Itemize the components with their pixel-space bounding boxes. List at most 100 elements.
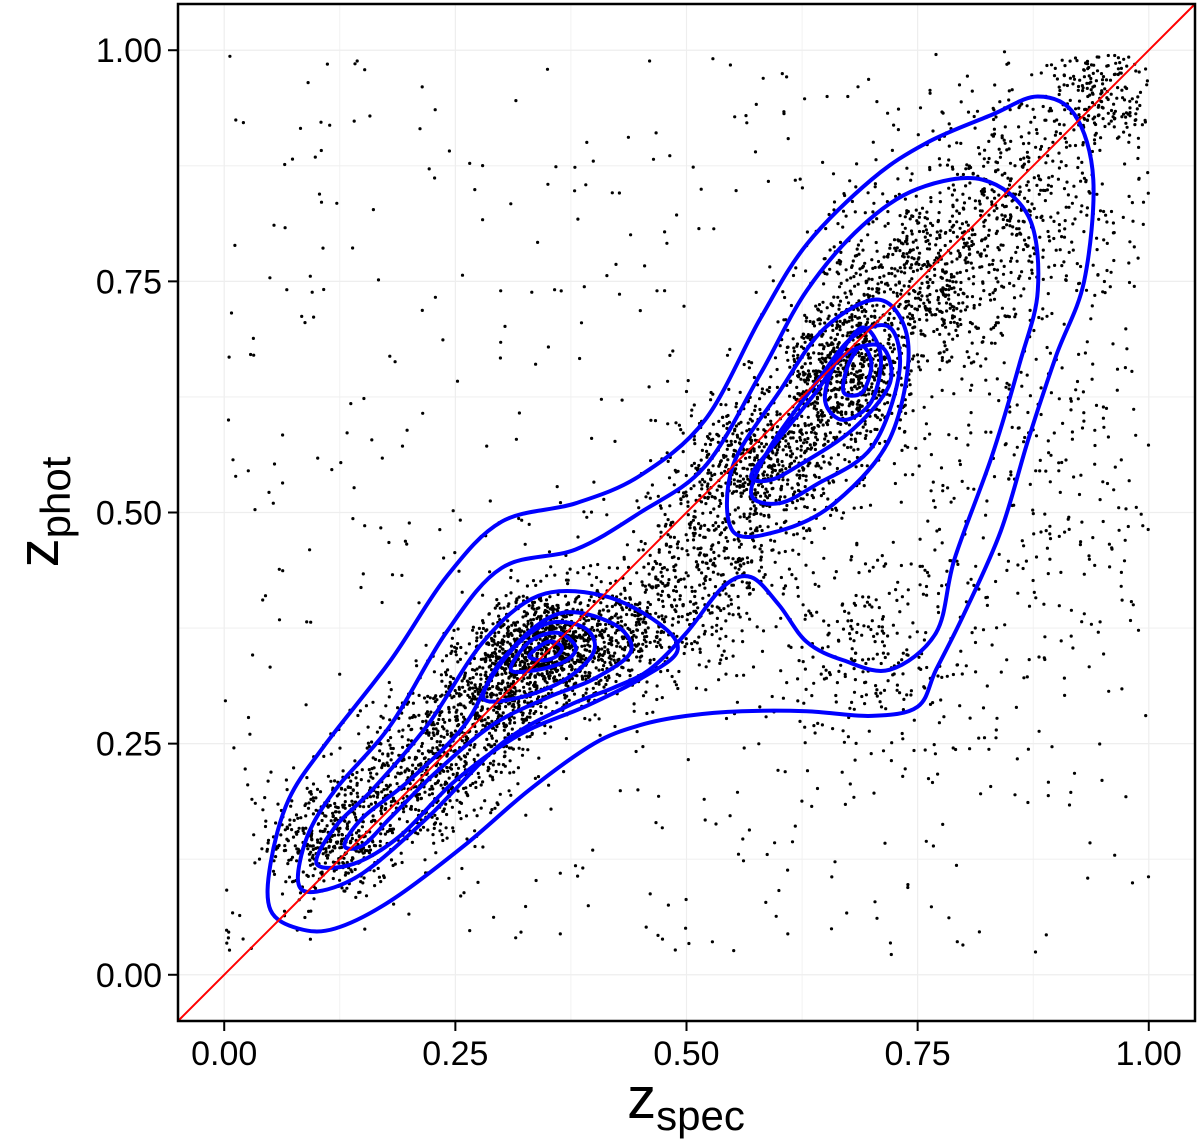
data-point — [718, 460, 723, 464]
data-point — [566, 645, 570, 650]
data-point — [993, 288, 997, 292]
data-point — [492, 708, 496, 712]
data-point — [579, 654, 583, 658]
data-point — [483, 724, 487, 728]
data-point — [582, 654, 586, 658]
data-point — [356, 713, 360, 718]
data-point — [440, 833, 444, 837]
data-point — [662, 566, 667, 570]
data-point — [388, 743, 392, 747]
data-point — [745, 611, 749, 615]
data-point — [533, 675, 537, 679]
data-point — [852, 506, 856, 510]
data-point — [848, 179, 852, 183]
data-point — [622, 557, 626, 561]
data-point — [631, 629, 635, 634]
data-point — [839, 410, 844, 414]
data-point — [431, 727, 436, 731]
data-point — [359, 778, 363, 782]
data-point — [420, 752, 424, 756]
data-point — [750, 361, 754, 365]
data-point — [762, 445, 766, 449]
data-point — [436, 721, 440, 726]
data-point — [742, 515, 746, 519]
data-point — [806, 353, 810, 357]
data-point — [760, 449, 764, 453]
data-point — [802, 441, 806, 445]
data-point — [686, 538, 690, 542]
data-point — [789, 379, 793, 383]
data-point — [485, 691, 489, 695]
data-point — [515, 598, 519, 602]
data-point — [497, 614, 501, 618]
data-point — [919, 329, 923, 333]
data-point — [792, 459, 797, 463]
data-point — [432, 670, 436, 674]
data-point — [516, 658, 520, 662]
data-point — [487, 767, 491, 771]
data-point — [932, 329, 936, 334]
data-point — [407, 724, 411, 728]
data-point — [282, 909, 287, 913]
data-point — [651, 566, 655, 570]
data-point — [439, 734, 443, 738]
data-point — [814, 435, 818, 439]
data-point — [654, 575, 658, 579]
data-point — [423, 790, 427, 794]
data-point — [813, 376, 818, 380]
data-point — [449, 644, 454, 648]
data-point — [891, 252, 895, 257]
data-point — [499, 770, 503, 775]
data-point — [520, 653, 525, 657]
data-point — [607, 609, 611, 613]
data-point — [716, 514, 720, 518]
data-point — [844, 421, 849, 425]
data-point — [801, 332, 805, 336]
data-point — [971, 266, 975, 270]
data-point — [775, 451, 779, 455]
data-point — [600, 647, 604, 651]
data-point — [840, 413, 844, 417]
data-point — [991, 291, 995, 295]
data-point — [755, 454, 759, 458]
data-point — [369, 771, 373, 775]
data-point — [506, 619, 510, 623]
data-point — [815, 395, 820, 399]
data-point — [699, 524, 703, 528]
data-point — [510, 727, 514, 731]
data-point — [829, 382, 833, 386]
data-point — [436, 729, 440, 733]
data-point — [911, 409, 915, 413]
data-point — [483, 651, 487, 656]
data-point — [811, 321, 815, 326]
data-point — [907, 292, 911, 296]
data-point — [647, 572, 651, 576]
data-point — [700, 487, 704, 491]
data-point — [422, 696, 427, 700]
data-point — [710, 625, 714, 629]
data-point — [550, 626, 554, 630]
data-point — [430, 792, 434, 796]
data-point — [513, 628, 517, 632]
data-point — [540, 652, 544, 656]
data-point — [584, 619, 588, 623]
data-point — [284, 778, 288, 782]
data-point — [854, 465, 858, 469]
data-point — [542, 638, 546, 642]
data-point — [737, 539, 741, 543]
data-point — [280, 892, 285, 896]
data-point — [707, 452, 711, 456]
data-point — [596, 562, 600, 567]
data-point — [445, 732, 449, 737]
data-point — [708, 442, 713, 447]
data-point — [542, 674, 546, 679]
data-point — [688, 600, 693, 604]
data-point — [439, 783, 443, 787]
data-point — [964, 243, 968, 248]
data-point — [831, 342, 835, 346]
data-point — [813, 404, 817, 408]
data-point — [646, 562, 651, 566]
data-point — [544, 705, 548, 709]
data-point — [743, 481, 747, 485]
data-point — [329, 819, 333, 823]
